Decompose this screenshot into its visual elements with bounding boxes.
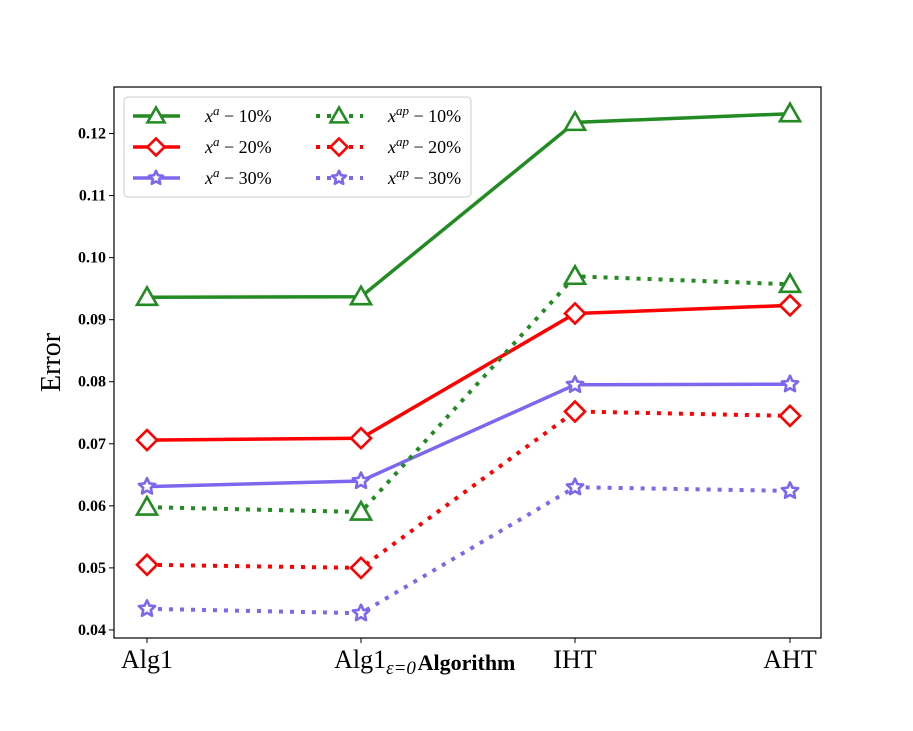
- legend-item: xa − 30%: [133, 165, 272, 188]
- y-tick-label: 0.07: [78, 436, 106, 453]
- legend-box: [123, 96, 472, 198]
- series-1: [135, 293, 802, 452]
- data-point-star-marker: [780, 481, 800, 500]
- legend-item: xap − 10%: [316, 103, 461, 126]
- data-point-triangle-marker: [134, 494, 160, 516]
- data-point-diamond-marker: [135, 552, 159, 577]
- series-0: [134, 101, 803, 307]
- data-point-triangle-marker: [777, 101, 803, 123]
- y-axis: 0.04 0.05 0.06 0.07 0.08 0.09 0.10 0.11 0.12: [78, 126, 114, 639]
- data-point-triangle-marker: [777, 271, 803, 294]
- data-point-star-marker: [351, 471, 371, 490]
- x-tick-label: AHT: [763, 645, 817, 674]
- legend-triangle-marker: [145, 104, 167, 124]
- y-tick-label: 0.08: [78, 374, 106, 391]
- y-tick-label: 0.11: [79, 188, 106, 205]
- series-line: [146, 303, 791, 442]
- series-line: [146, 111, 791, 300]
- series-layer: [134, 101, 803, 622]
- legend-label: xa − 10%: [204, 103, 272, 126]
- y-tick-label: 0.12: [78, 126, 106, 143]
- data-point-triangle-marker: [562, 109, 588, 132]
- legend-diamond-marker: [145, 136, 167, 158]
- series-line: [146, 485, 791, 616]
- data-point-triangle-marker: [134, 284, 160, 307]
- legend-star-marker: [330, 169, 348, 186]
- x-tick-label: Alg1ε=0: [334, 645, 416, 679]
- data-point-diamond-marker: [563, 301, 587, 326]
- legend-item: xap − 20%: [316, 134, 461, 158]
- data-point-diamond-marker: [778, 404, 802, 428]
- axes-frame: [113, 86, 822, 639]
- series-line: [146, 382, 791, 489]
- series-line: [146, 274, 791, 514]
- series-2: [137, 374, 800, 495]
- y-tick-label: 0.05: [78, 560, 106, 577]
- y-tick-label: 0.09: [78, 312, 106, 329]
- legend-item: xa − 10%: [133, 103, 272, 126]
- series-4: [135, 399, 802, 580]
- x-axis-label: Algorithm: [418, 650, 516, 675]
- x-axis: Alg1 Alg1ε=0 IHT AHT: [121, 638, 817, 679]
- data-point-star-marker: [137, 598, 157, 618]
- data-point-triangle-marker: [348, 499, 374, 521]
- legend-diamond-marker: [328, 136, 350, 158]
- data-point-star-marker: [780, 374, 800, 393]
- legend-label: xap − 10%: [387, 103, 461, 126]
- data-point-star-marker: [565, 477, 585, 496]
- legend-label: xa − 30%: [204, 165, 272, 188]
- series-5: [137, 477, 800, 622]
- data-point-star-marker: [565, 374, 585, 394]
- data-point-diamond-marker: [563, 399, 587, 424]
- y-tick-label: 0.10: [78, 250, 106, 267]
- data-point-diamond-marker: [135, 428, 159, 452]
- data-point-diamond-marker: [349, 426, 373, 451]
- legend-triangle-marker: [328, 104, 350, 124]
- y-axis-label: Error: [36, 332, 67, 392]
- data-point-triangle-marker: [348, 284, 374, 306]
- legend-label: xa − 20%: [204, 134, 272, 157]
- legend-star-marker: [147, 169, 165, 186]
- data-point-star-marker: [351, 603, 371, 622]
- data-point-star-marker: [137, 476, 157, 495]
- legend-label: xap − 20%: [387, 134, 461, 157]
- data-point-diamond-marker: [778, 293, 802, 318]
- data-point-triangle-marker: [562, 263, 588, 286]
- data-point-diamond-marker: [349, 556, 373, 580]
- legend: xa − 10% xa − 20% xa − 30% xap − 10% xap − 2…: [123, 96, 472, 198]
- y-tick-label: 0.04: [78, 622, 106, 639]
- series-3: [134, 263, 803, 521]
- legend-item: xap − 30%: [316, 165, 461, 188]
- x-tick-label: Alg1: [121, 645, 173, 674]
- legend-item: xa − 20%: [133, 134, 272, 158]
- series-line: [146, 409, 791, 570]
- y-tick-label: 0.06: [78, 498, 106, 515]
- legend-label: xap − 30%: [387, 165, 461, 188]
- x-tick-label: IHT: [553, 645, 596, 674]
